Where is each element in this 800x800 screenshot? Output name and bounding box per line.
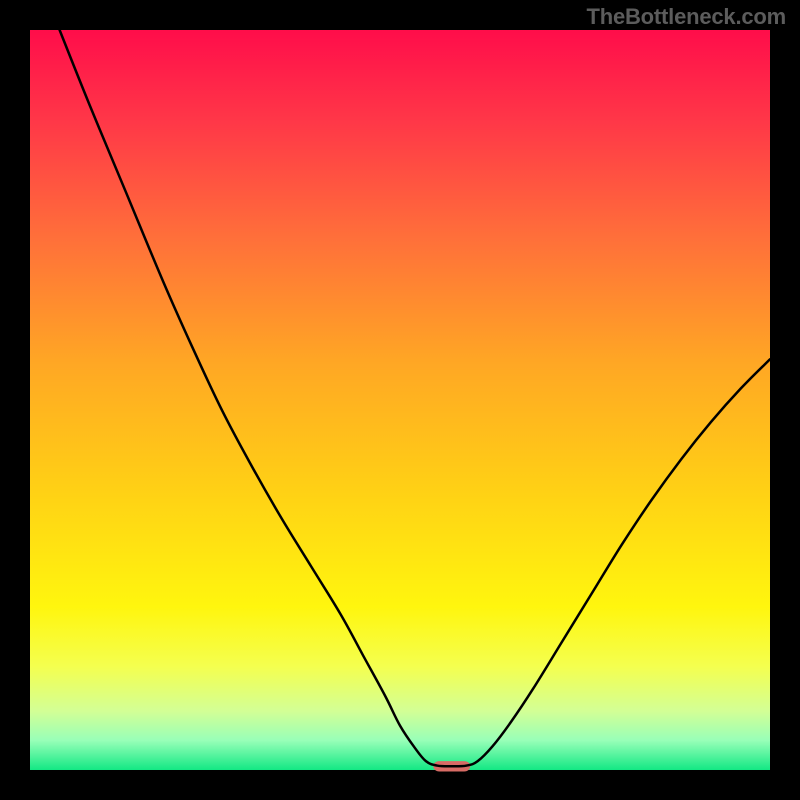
chart-svg — [0, 0, 800, 800]
watermark-text: TheBottleneck.com — [586, 4, 786, 30]
chart-background-gradient — [30, 30, 770, 770]
bottleneck-chart: TheBottleneck.com — [0, 0, 800, 800]
